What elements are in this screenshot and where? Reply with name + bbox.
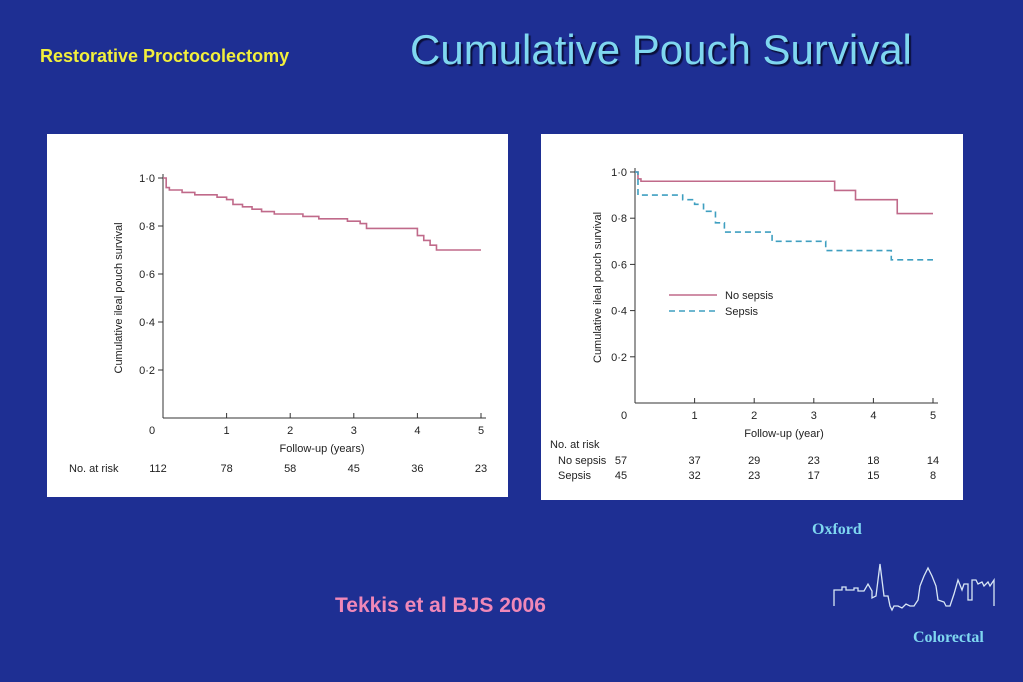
y-tick-label: 0·4 xyxy=(611,306,627,318)
x-tick-label: 5 xyxy=(478,425,484,437)
y-tick-label: 0·4 xyxy=(139,317,155,329)
x-axis-title: Follow-up (years) xyxy=(280,443,365,455)
x-tick-label: 1 xyxy=(224,425,230,437)
risk-table-value: 36 xyxy=(411,463,423,475)
x-tick-label: 3 xyxy=(351,425,357,437)
risk-table-value: 29 xyxy=(748,455,760,467)
risk-table-value: 58 xyxy=(284,463,296,475)
risk-table-value: 18 xyxy=(867,455,879,467)
x-tick-label: 2 xyxy=(751,410,757,422)
citation: Tekkis et al BJS 2006 xyxy=(335,594,546,617)
y-tick-label: 0·6 xyxy=(611,259,627,271)
y-tick-label: 0·8 xyxy=(139,221,155,233)
risk-table-label: No. at risk xyxy=(550,439,600,451)
brand-oxford-text: Oxford xyxy=(812,521,862,538)
risk-table-value: 45 xyxy=(615,470,627,482)
x-tick-label: 0 xyxy=(149,425,155,437)
oxford-skyline-icon xyxy=(833,563,995,612)
y-tick-label: 0·2 xyxy=(139,365,155,377)
x-axis-title: Follow-up (year) xyxy=(744,428,823,440)
legend-label: Sepsis xyxy=(725,306,759,318)
x-tick-label: 3 xyxy=(811,410,817,422)
y-axis-title: Cumulative ileal pouch survival xyxy=(113,222,125,373)
risk-table-value: 37 xyxy=(688,455,700,467)
y-tick-label: 0·2 xyxy=(611,352,627,364)
risk-table-label: No. at risk xyxy=(69,463,119,475)
risk-table-value: 57 xyxy=(615,455,627,467)
risk-table-row-name: Sepsis xyxy=(558,470,592,482)
sepsis-survival-chart: 0 1 2 3 4 5 0·2 0·4 0·6 0·8 1·0 Follow-up (year) Cum… xyxy=(541,134,963,500)
legend-label: No sepsis xyxy=(725,290,774,302)
y-tick-label: 0·8 xyxy=(611,213,627,225)
risk-table-value: 32 xyxy=(688,470,700,482)
y-tick-label: 0·6 xyxy=(139,269,155,281)
y-axis-title: Cumulative ileal pouch survival xyxy=(592,212,604,363)
overall-survival-chart: 0 1 2 3 4 5 0·2 0·4 0·6 0·8 1·0 Follow-up (years) Cu… xyxy=(47,134,508,497)
risk-table-value: 112 xyxy=(149,463,167,475)
x-tick-label: 0 xyxy=(621,410,627,422)
y-tick-label: 1·0 xyxy=(139,173,155,185)
risk-table-value: 23 xyxy=(808,455,820,467)
risk-table-value: 23 xyxy=(748,470,760,482)
x-tick-label: 5 xyxy=(930,410,936,422)
x-tick-label: 4 xyxy=(870,410,876,422)
risk-table-value: 78 xyxy=(220,463,232,475)
risk-table-row-name: No sepsis xyxy=(558,455,607,467)
x-tick-label: 2 xyxy=(287,425,293,437)
risk-table-value: 17 xyxy=(808,470,820,482)
risk-table-value: 23 xyxy=(475,463,487,475)
y-tick-label: 1·0 xyxy=(611,167,627,179)
slide-subtitle: Restorative Proctocolectomy xyxy=(40,46,290,66)
risk-table-value: 14 xyxy=(927,455,939,467)
survival-curve-overall xyxy=(163,177,481,251)
x-tick-label: 1 xyxy=(692,410,698,422)
risk-table-value: 8 xyxy=(930,470,936,482)
survival-curve-no-sepsis xyxy=(635,171,933,215)
survival-curve-sepsis xyxy=(635,171,933,261)
risk-table-value: 15 xyxy=(867,470,879,482)
risk-table-value: 45 xyxy=(348,463,360,475)
brand-colorectal-text: Colorectal xyxy=(913,629,984,646)
slide-title: Cumulative Pouch Survival xyxy=(410,26,912,73)
x-tick-label: 4 xyxy=(414,425,420,437)
